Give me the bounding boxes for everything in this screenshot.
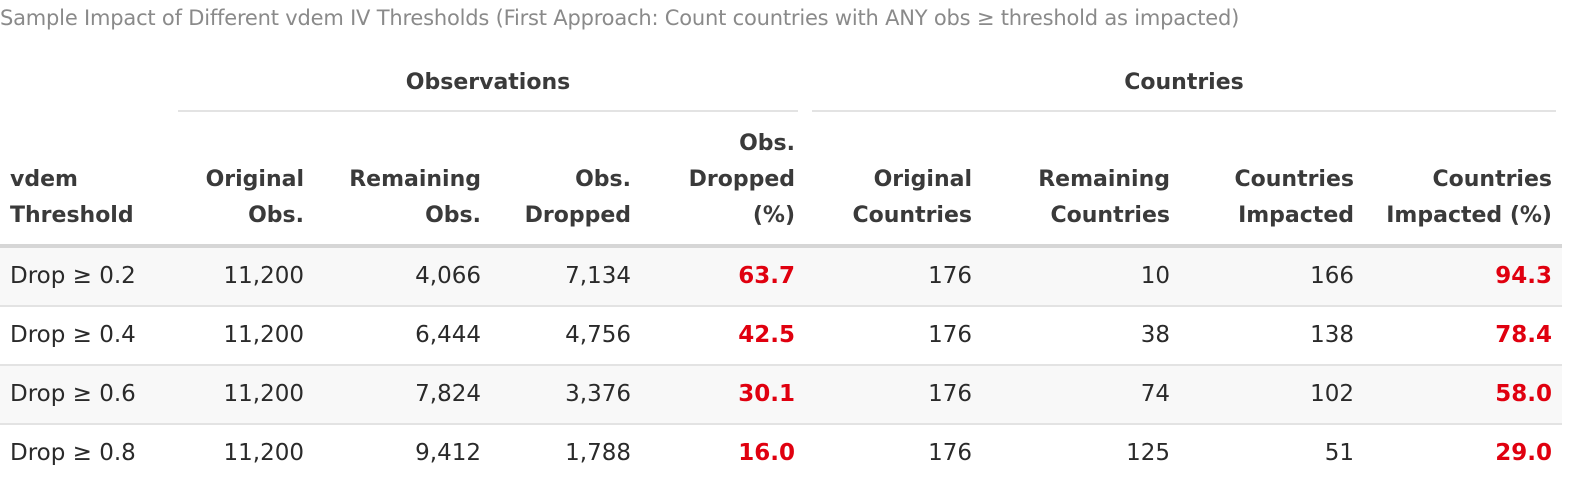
header-rule (0, 244, 1562, 248)
cell-obs-dropped: 1,788 (565, 440, 631, 466)
col-header-original-countries: Original Countries (812, 162, 972, 234)
col-header-line: Countries (1050, 203, 1170, 228)
col-header-line: Remaining (1038, 167, 1170, 192)
col-header-remaining-obs: Remaining Obs. (318, 162, 481, 234)
col-header-line: Impacted (%) (1386, 203, 1552, 228)
cell-obs-dropped: 4,756 (565, 322, 631, 348)
cell-remaining-obs: 9,412 (415, 440, 481, 466)
col-header-remaining-countries: Remaining Countries (986, 162, 1170, 234)
col-header-line: Remaining (349, 167, 481, 192)
table-caption: Sample Impact of Different vdem IV Thres… (0, 6, 1240, 30)
col-header-obs-dropped: Obs. Dropped (495, 162, 631, 234)
cell-countries-impacted-pct: 58.0 (1495, 381, 1552, 407)
col-header-line: Dropped (688, 167, 795, 192)
cell-original-countries: 176 (928, 263, 972, 289)
col-header-threshold: vdem Threshold (10, 162, 170, 234)
cell-obs-dropped: 3,376 (565, 381, 631, 407)
cell-threshold: Drop ≥ 0.4 (10, 322, 136, 348)
cell-remaining-obs: 4,066 (415, 263, 481, 289)
cell-original-countries: 176 (928, 440, 972, 466)
col-header-line: vdem (10, 167, 78, 192)
col-header-line: Countries (1234, 167, 1354, 192)
col-header-original-obs: Original Obs. (178, 162, 304, 234)
cell-countries-impacted-pct: 94.3 (1495, 263, 1552, 289)
cell-threshold: Drop ≥ 0.8 (10, 440, 136, 466)
cell-original-obs: 11,200 (223, 263, 304, 289)
cell-original-countries: 176 (928, 381, 972, 407)
cell-original-obs: 11,200 (223, 381, 304, 407)
col-header-line: Obs. (739, 131, 795, 156)
cell-obs-dropped: 7,134 (565, 263, 631, 289)
col-header-line: Countries (852, 203, 972, 228)
col-header-line: Obs. (425, 203, 481, 228)
col-header-obs-dropped-pct: Obs. Dropped (%) (645, 126, 795, 234)
spanner-observations: Observations (405, 70, 571, 95)
cell-remaining-countries: 10 (1140, 263, 1170, 289)
cell-remaining-obs: 6,444 (415, 322, 481, 348)
row-divider (0, 423, 1562, 425)
col-header-line: Impacted (1238, 203, 1354, 228)
table-row (0, 366, 1562, 423)
cell-obs-dropped-pct: 30.1 (738, 381, 795, 407)
col-header-line: Threshold (10, 203, 134, 228)
col-header-line: Dropped (524, 203, 631, 228)
cell-original-obs: 11,200 (223, 440, 304, 466)
row-divider (0, 305, 1562, 307)
spanner-countries: Countries (1124, 70, 1244, 95)
cell-remaining-countries: 38 (1140, 322, 1170, 348)
cell-original-countries: 176 (928, 322, 972, 348)
cell-countries-impacted: 102 (1310, 381, 1354, 407)
col-header-countries-impacted: Countries Impacted (1184, 162, 1354, 234)
table-row (0, 425, 1562, 482)
row-divider (0, 364, 1562, 366)
col-header-line: Original (205, 167, 304, 192)
cell-remaining-countries: 74 (1140, 381, 1170, 407)
cell-obs-dropped-pct: 16.0 (738, 440, 795, 466)
col-header-line: Original (873, 167, 972, 192)
cell-remaining-countries: 125 (1126, 440, 1170, 466)
cell-countries-impacted: 138 (1310, 322, 1354, 348)
col-header-line: Obs. (248, 203, 304, 228)
col-header-line: Obs. (575, 167, 631, 192)
cell-countries-impacted-pct: 29.0 (1495, 440, 1552, 466)
cell-threshold: Drop ≥ 0.6 (10, 381, 136, 407)
cell-countries-impacted-pct: 78.4 (1495, 322, 1552, 348)
spanner-countries-rule (812, 110, 1556, 112)
table-row (0, 307, 1562, 364)
cell-obs-dropped-pct: 63.7 (738, 263, 795, 289)
cell-countries-impacted: 166 (1310, 263, 1354, 289)
cell-threshold: Drop ≥ 0.2 (10, 263, 136, 289)
col-header-countries-impacted-pct: Countries Impacted (%) (1368, 162, 1552, 234)
cell-original-obs: 11,200 (223, 322, 304, 348)
col-header-line: Countries (1432, 167, 1552, 192)
cell-countries-impacted: 51 (1324, 440, 1354, 466)
table-row (0, 248, 1562, 305)
cell-remaining-obs: 7,824 (415, 381, 481, 407)
cell-obs-dropped-pct: 42.5 (738, 322, 795, 348)
spanner-observations-rule (178, 110, 798, 112)
col-header-line: (%) (752, 203, 795, 228)
